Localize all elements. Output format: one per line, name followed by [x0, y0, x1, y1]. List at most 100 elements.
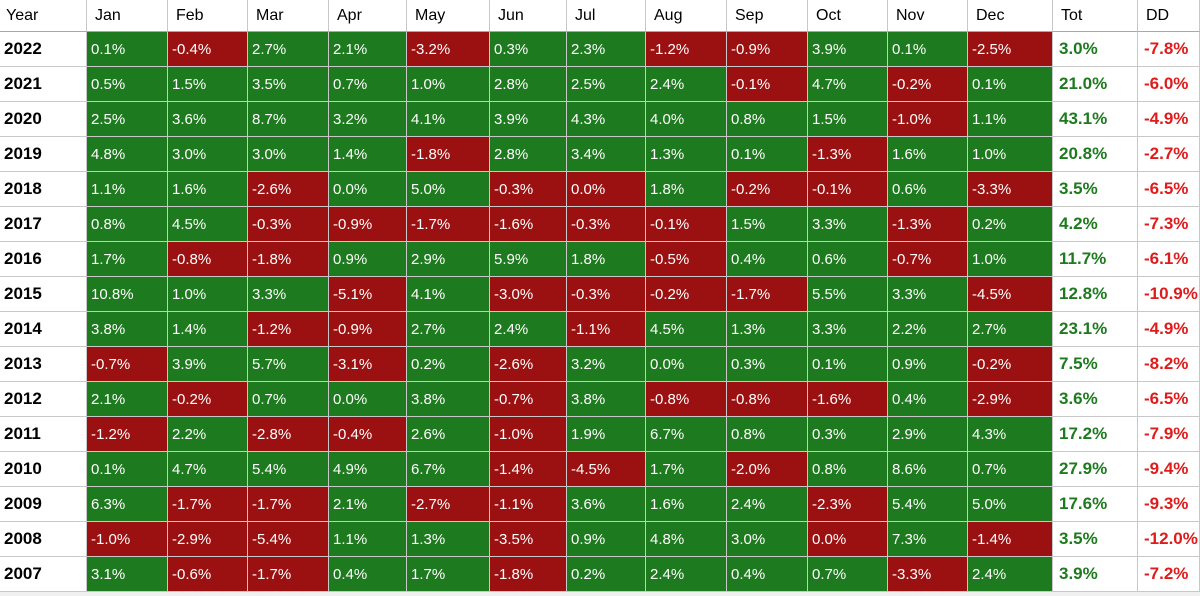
return-cell-feb[interactable]: -0.2% — [168, 382, 248, 417]
return-cell-jan[interactable]: 2.1% — [87, 382, 168, 417]
return-cell-sep[interactable]: -1.7% — [727, 277, 808, 312]
return-cell-nov[interactable]: 0.6% — [888, 172, 968, 207]
year-cell[interactable]: 2012 — [0, 382, 87, 417]
return-cell-may[interactable]: 1.0% — [407, 67, 490, 102]
header-oct[interactable]: Oct — [808, 0, 888, 32]
return-cell-jan[interactable]: 0.1% — [87, 452, 168, 487]
return-cell-feb[interactable]: 3.9% — [168, 347, 248, 382]
header-apr[interactable]: Apr — [329, 0, 407, 32]
return-cell-feb[interactable]: 1.4% — [168, 312, 248, 347]
return-cell-mar[interactable]: -1.7% — [248, 487, 329, 522]
return-cell-jul[interactable]: 1.8% — [567, 242, 646, 277]
return-cell-nov[interactable]: -0.7% — [888, 242, 968, 277]
return-cell-aug[interactable]: -0.8% — [646, 382, 727, 417]
return-cell-mar[interactable]: 2.7% — [248, 32, 329, 67]
return-cell-jun[interactable]: 3.9% — [490, 102, 567, 137]
return-cell-dec[interactable]: 1.0% — [968, 137, 1053, 172]
return-cell-aug[interactable]: 4.0% — [646, 102, 727, 137]
return-cell-oct[interactable]: 0.3% — [808, 417, 888, 452]
return-cell-may[interactable]: 2.9% — [407, 242, 490, 277]
return-cell-dec[interactable]: 4.3% — [968, 417, 1053, 452]
return-cell-feb[interactable]: 3.6% — [168, 102, 248, 137]
return-cell-jun[interactable]: -0.7% — [490, 382, 567, 417]
return-cell-oct[interactable]: 0.8% — [808, 452, 888, 487]
return-cell-aug[interactable]: -0.2% — [646, 277, 727, 312]
return-cell-jun[interactable]: -1.8% — [490, 557, 567, 592]
header-feb[interactable]: Feb — [168, 0, 248, 32]
return-cell-jan[interactable]: 1.1% — [87, 172, 168, 207]
return-cell-jul[interactable]: 4.3% — [567, 102, 646, 137]
return-cell-oct[interactable]: -0.1% — [808, 172, 888, 207]
header-jul[interactable]: Jul — [567, 0, 646, 32]
return-cell-mar[interactable]: -5.4% — [248, 522, 329, 557]
return-cell-feb[interactable]: 3.0% — [168, 137, 248, 172]
drawdown-cell[interactable]: -6.1% — [1138, 242, 1200, 277]
return-cell-mar[interactable]: 8.7% — [248, 102, 329, 137]
total-cell[interactable]: 17.6% — [1053, 487, 1138, 522]
year-cell[interactable]: 2022 — [0, 32, 87, 67]
return-cell-nov[interactable]: -3.3% — [888, 557, 968, 592]
return-cell-jul[interactable]: -4.5% — [567, 452, 646, 487]
year-cell[interactable]: 2007 — [0, 557, 87, 592]
year-cell[interactable]: 2009 — [0, 487, 87, 522]
return-cell-jul[interactable]: 3.6% — [567, 487, 646, 522]
return-cell-sep[interactable]: -2.0% — [727, 452, 808, 487]
return-cell-jan[interactable]: 3.1% — [87, 557, 168, 592]
return-cell-oct[interactable]: 3.3% — [808, 312, 888, 347]
drawdown-cell[interactable]: -4.9% — [1138, 102, 1200, 137]
return-cell-sep[interactable]: 0.1% — [727, 137, 808, 172]
return-cell-jun[interactable]: -1.6% — [490, 207, 567, 242]
return-cell-feb[interactable]: 4.5% — [168, 207, 248, 242]
year-cell[interactable]: 2015 — [0, 277, 87, 312]
return-cell-aug[interactable]: 2.4% — [646, 67, 727, 102]
return-cell-nov[interactable]: 0.4% — [888, 382, 968, 417]
return-cell-jan[interactable]: -1.2% — [87, 417, 168, 452]
total-cell[interactable]: 20.8% — [1053, 137, 1138, 172]
return-cell-jan[interactable]: 10.8% — [87, 277, 168, 312]
return-cell-sep[interactable]: 0.8% — [727, 417, 808, 452]
return-cell-mar[interactable]: 3.0% — [248, 137, 329, 172]
return-cell-nov[interactable]: -1.3% — [888, 207, 968, 242]
return-cell-dec[interactable]: 2.4% — [968, 557, 1053, 592]
year-cell[interactable]: 2016 — [0, 242, 87, 277]
drawdown-cell[interactable]: -7.9% — [1138, 417, 1200, 452]
return-cell-oct[interactable]: 0.0% — [808, 522, 888, 557]
drawdown-cell[interactable]: -9.4% — [1138, 452, 1200, 487]
return-cell-jun[interactable]: -1.1% — [490, 487, 567, 522]
total-cell[interactable]: 43.1% — [1053, 102, 1138, 137]
total-cell[interactable]: 23.1% — [1053, 312, 1138, 347]
drawdown-cell[interactable]: -10.9% — [1138, 277, 1200, 312]
return-cell-jul[interactable]: 3.8% — [567, 382, 646, 417]
return-cell-aug[interactable]: -0.1% — [646, 207, 727, 242]
return-cell-feb[interactable]: 4.7% — [168, 452, 248, 487]
return-cell-feb[interactable]: -0.8% — [168, 242, 248, 277]
return-cell-oct[interactable]: -2.3% — [808, 487, 888, 522]
return-cell-apr[interactable]: 1.4% — [329, 137, 407, 172]
return-cell-oct[interactable]: -1.6% — [808, 382, 888, 417]
return-cell-nov[interactable]: 5.4% — [888, 487, 968, 522]
header-may[interactable]: May — [407, 0, 490, 32]
return-cell-jan[interactable]: 1.7% — [87, 242, 168, 277]
return-cell-jan[interactable]: -1.0% — [87, 522, 168, 557]
return-cell-nov[interactable]: 3.3% — [888, 277, 968, 312]
return-cell-oct[interactable]: 3.3% — [808, 207, 888, 242]
header-mar[interactable]: Mar — [248, 0, 329, 32]
return-cell-sep[interactable]: -0.9% — [727, 32, 808, 67]
total-cell[interactable]: 12.8% — [1053, 277, 1138, 312]
return-cell-jan[interactable]: 6.3% — [87, 487, 168, 522]
total-cell[interactable]: 4.2% — [1053, 207, 1138, 242]
return-cell-jun[interactable]: 5.9% — [490, 242, 567, 277]
total-cell[interactable]: 17.2% — [1053, 417, 1138, 452]
return-cell-apr[interactable]: -0.9% — [329, 207, 407, 242]
return-cell-nov[interactable]: 8.6% — [888, 452, 968, 487]
return-cell-mar[interactable]: -1.8% — [248, 242, 329, 277]
total-cell[interactable]: 11.7% — [1053, 242, 1138, 277]
drawdown-cell[interactable]: -4.9% — [1138, 312, 1200, 347]
return-cell-apr[interactable]: 4.9% — [329, 452, 407, 487]
return-cell-mar[interactable]: -2.6% — [248, 172, 329, 207]
return-cell-aug[interactable]: 1.7% — [646, 452, 727, 487]
total-cell[interactable]: 3.0% — [1053, 32, 1138, 67]
return-cell-jul[interactable]: 0.0% — [567, 172, 646, 207]
return-cell-sep[interactable]: 0.3% — [727, 347, 808, 382]
year-cell[interactable]: 2011 — [0, 417, 87, 452]
